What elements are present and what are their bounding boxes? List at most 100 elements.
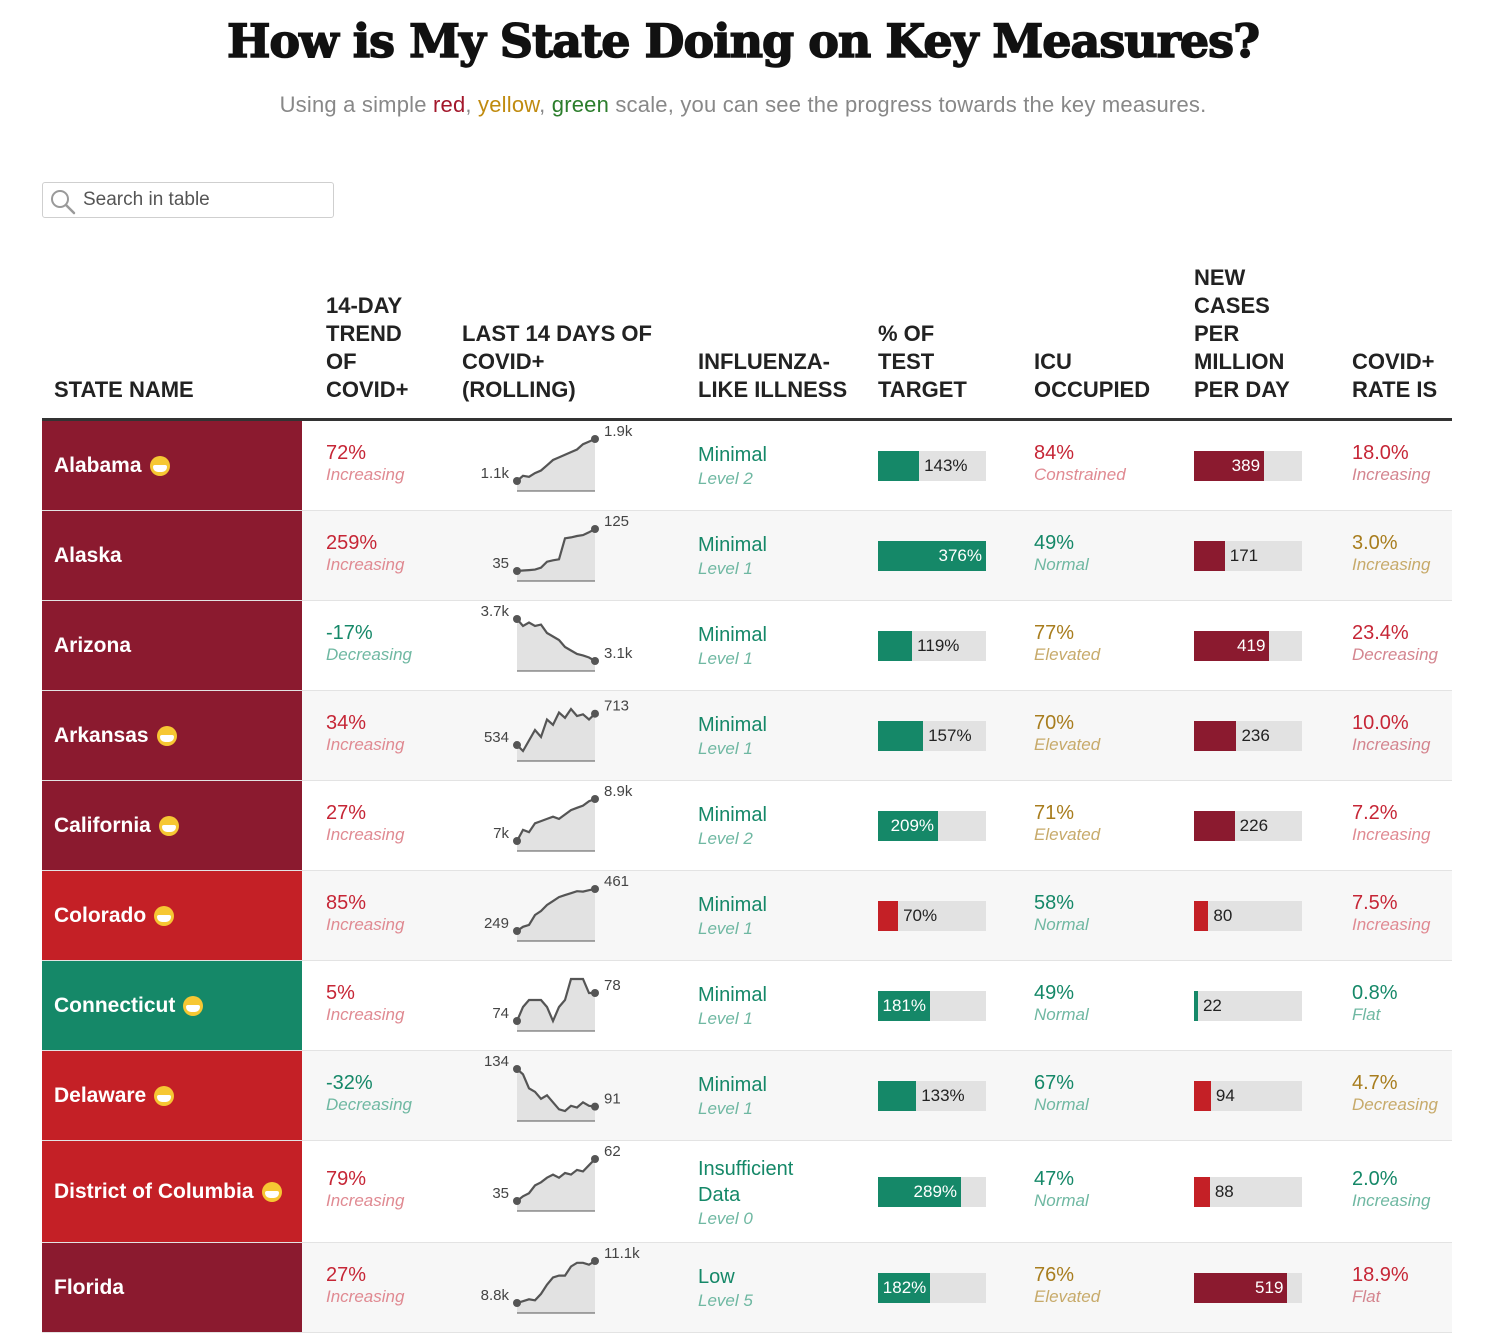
sparkline-start-point bbox=[513, 615, 521, 623]
trend-cell-label: Decreasing bbox=[326, 1095, 412, 1114]
test-target-bar: 119% bbox=[878, 631, 986, 661]
column-header-test-target[interactable]: % OF TEST TARGET bbox=[878, 321, 967, 402]
sparkline-end-point bbox=[591, 795, 599, 803]
test-target-bar: 157% bbox=[878, 721, 986, 751]
rate-cell-label: Increasing bbox=[1352, 915, 1431, 934]
rate-cell-value: 18.9% bbox=[1352, 1264, 1409, 1286]
mask-icon bbox=[183, 995, 204, 1016]
column-header-trend[interactable]: 14-DAY TREND OF COVID+ bbox=[326, 293, 409, 402]
table-row[interactable]: Connecticut 5% Increasing 74 78 Minimal Level … bbox=[42, 961, 1452, 1051]
sparkline-line bbox=[516, 707, 596, 753]
new-cases-bar-label: 88 bbox=[1214, 1182, 1234, 1201]
test-target-bar-fill bbox=[878, 901, 899, 931]
sparkline-start-point bbox=[513, 837, 521, 845]
icu-cell-label: Normal bbox=[1034, 915, 1089, 934]
state-name[interactable]: District of Columbia bbox=[54, 1179, 254, 1203]
sparkline-end-point bbox=[591, 657, 599, 665]
rate-cell-label: Flat bbox=[1352, 1287, 1381, 1306]
icu-cell-value: 49% bbox=[1034, 532, 1075, 554]
table-row[interactable]: California 27% Increasing 7k 8.9k Minimal Leve… bbox=[42, 781, 1452, 871]
state-name-cell: Alaska bbox=[42, 511, 302, 600]
ili-cell: Minimal Level 1 bbox=[698, 712, 838, 760]
test-target-bar: 143% bbox=[878, 451, 986, 481]
trend-cell: -17% Decreasing bbox=[326, 622, 412, 666]
table-row[interactable]: Arkansas 34% Increasing 534 713 Minimal Level … bbox=[42, 691, 1452, 781]
ili-level: Level 1 bbox=[698, 1009, 753, 1028]
state-name[interactable]: Alabama bbox=[54, 453, 142, 477]
sparkline-chart: 35 125 bbox=[492, 513, 629, 582]
trend-cell-value: 85% bbox=[326, 892, 367, 914]
table-row[interactable]: Colorado 85% Increasing 249 461 Minimal Level … bbox=[42, 871, 1452, 961]
new-cases-bar-fill bbox=[1194, 1177, 1210, 1207]
new-cases-bar: 88 bbox=[1194, 1177, 1302, 1207]
test-target-bar: 289% bbox=[878, 1177, 986, 1207]
new-cases-bar-fill bbox=[1194, 541, 1225, 571]
icu-cell-value: 58% bbox=[1034, 892, 1075, 914]
new-cases-bar: 236 bbox=[1194, 721, 1302, 751]
subtitle-green-word: green bbox=[551, 92, 610, 117]
state-name[interactable]: Arkansas bbox=[54, 723, 149, 747]
ili-cell: Minimal Level 2 bbox=[698, 442, 838, 490]
ili-cell: Minimal Level 1 bbox=[698, 532, 838, 580]
state-name[interactable]: Florida bbox=[54, 1275, 125, 1299]
ili-level: Level 2 bbox=[698, 829, 753, 848]
column-header-rate[interactable]: COVID+ RATE IS bbox=[1352, 349, 1438, 402]
trend-cell-value: 72% bbox=[326, 442, 367, 464]
rate-cell-value: 7.5% bbox=[1352, 892, 1398, 914]
new-cases-bar-label: 389 bbox=[1231, 456, 1261, 475]
rate-cell-value: 2.0% bbox=[1352, 1168, 1398, 1190]
state-name[interactable]: California bbox=[54, 813, 151, 837]
rate-cell: 23.4% Decreasing bbox=[1352, 622, 1438, 666]
search-box[interactable] bbox=[42, 182, 334, 218]
table-row[interactable]: District of Columbia 79% Increasing 35 62 Ins… bbox=[42, 1141, 1452, 1243]
state-name[interactable]: Alaska bbox=[54, 543, 122, 567]
trend-cell-label: Increasing bbox=[326, 1191, 405, 1210]
state-name[interactable]: Delaware bbox=[54, 1083, 147, 1107]
table-row[interactable]: Alabama 72% Increasing 1.1k 1.9k Minimal Level… bbox=[42, 421, 1452, 511]
state-name-cell: Alabama bbox=[42, 421, 302, 510]
sparkline-chart: 7k 8.9k bbox=[493, 783, 633, 852]
sparkline-chart: 134 91 bbox=[484, 1053, 621, 1122]
subtitle-text: scale, you can see the progress towards … bbox=[609, 92, 1207, 117]
test-target-bar-label: 133% bbox=[921, 1086, 965, 1105]
mask-icon bbox=[154, 1085, 175, 1106]
icu-cell: 70% Elevated bbox=[1034, 712, 1100, 756]
sparkline-area bbox=[517, 799, 595, 851]
new-cases-bar: 80 bbox=[1194, 901, 1302, 931]
icu-cell-label: Normal bbox=[1034, 1005, 1089, 1024]
rate-cell: 2.0% Increasing bbox=[1352, 1168, 1430, 1212]
test-target-bar-fill bbox=[878, 721, 924, 751]
table-row[interactable]: Florida 27% Increasing 8.8k 11.1k Low Level 5 1… bbox=[42, 1243, 1452, 1333]
table-row[interactable]: Arizona -17% Decreasing 3.7k 3.1k Minimal Leve… bbox=[42, 601, 1452, 691]
column-header-ili[interactable]: INFLUENZA-LIKE ILLNESS bbox=[698, 349, 848, 402]
ili-level: Level 0 bbox=[698, 1209, 753, 1228]
column-header-new-cases[interactable]: NEW CASES PER MILLION PER DAY bbox=[1194, 265, 1290, 402]
state-name[interactable]: Colorado bbox=[54, 903, 147, 927]
table-row[interactable]: Delaware -32% Decreasing 134 91 Minimal Level … bbox=[42, 1051, 1452, 1141]
rate-cell: 18.0% Increasing bbox=[1352, 442, 1430, 486]
trend-cell-value: 27% bbox=[326, 1264, 367, 1286]
new-cases-bar-label: 419 bbox=[1237, 636, 1266, 655]
state-name[interactable]: Arizona bbox=[54, 633, 132, 657]
ili-value: Minimal bbox=[698, 894, 767, 916]
column-header-icu[interactable]: ICU OCCUPIED bbox=[1034, 349, 1151, 402]
state-name-cell: Arizona bbox=[42, 601, 302, 690]
sparkline-end-label: 3.1k bbox=[604, 645, 633, 662]
column-header-state[interactable]: STATE NAME bbox=[54, 377, 194, 402]
new-cases-bar: 94 bbox=[1194, 1081, 1302, 1111]
search-input[interactable] bbox=[83, 183, 323, 217]
icu-cell: 84% Constrained bbox=[1034, 442, 1126, 486]
mask-icon bbox=[154, 905, 175, 926]
rate-cell: 10.0% Increasing bbox=[1352, 712, 1430, 756]
ili-value: Minimal bbox=[698, 714, 767, 736]
test-target-bar-fill bbox=[878, 811, 939, 841]
new-cases-bar: 226 bbox=[1194, 811, 1302, 841]
test-target-bar-label: 143% bbox=[924, 456, 968, 475]
ili-cell: Minimal Level 1 bbox=[698, 622, 838, 670]
trend-cell-label: Decreasing bbox=[326, 645, 412, 664]
state-name[interactable]: Connecticut bbox=[54, 993, 176, 1017]
trend-cell-value: 259% bbox=[326, 532, 378, 554]
column-header-last-14-days[interactable]: LAST 14 DAYS OF COVID+ (ROLLING) bbox=[462, 321, 652, 402]
test-target-bar-label: 70% bbox=[903, 906, 938, 925]
